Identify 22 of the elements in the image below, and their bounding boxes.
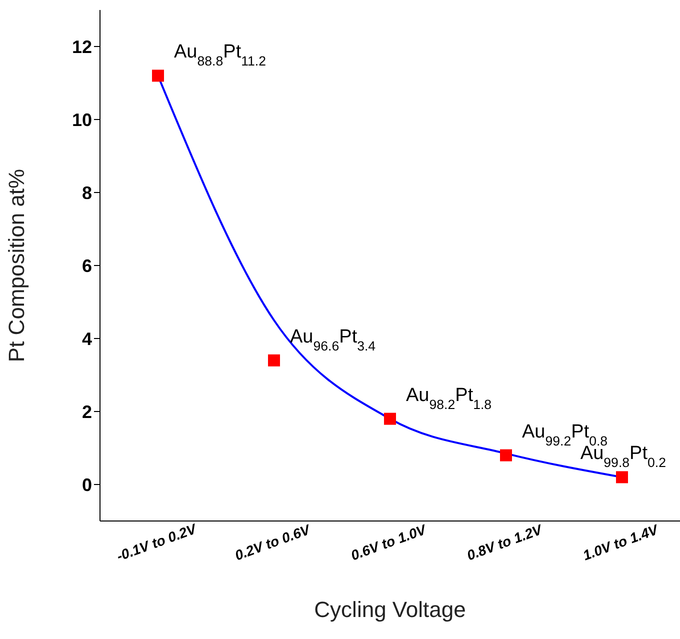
x-tick-label: 0.8V to 1.2V <box>464 520 546 564</box>
y-tick-label: 2 <box>82 402 92 422</box>
y-tick-label: 4 <box>82 328 92 349</box>
y-axis-title: Pt Composition at% <box>4 168 29 362</box>
point <box>500 449 512 462</box>
y-tick-label: 12 <box>72 36 92 57</box>
y-tick-label: 6 <box>82 256 92 276</box>
y-tick-label: 0 <box>82 474 92 495</box>
x-tick-label: 0.6V to 1.0V <box>348 520 430 564</box>
point <box>616 471 628 484</box>
composition-label: Au$_{96.6}$Pt$_{3.4}$ <box>290 326 376 353</box>
y-tick-label: 10 <box>72 110 92 130</box>
x-axis-title: Cycling Voltage <box>314 597 466 622</box>
composition-label: Au$_{88.8}$Pt$_{11.2}$ <box>174 42 266 68</box>
composition-label: Au$_{98.2}$Pt$_{1.8}$ <box>406 384 492 412</box>
y-tick-label: 8 <box>82 182 92 203</box>
x-tick-label: 0.2V to 0.6V <box>232 520 314 564</box>
x-tick-label: -0.1V to 0.2V <box>114 520 200 564</box>
x-tick-label: 1.0V to 1.4V <box>580 520 662 564</box>
point <box>152 70 164 82</box>
point <box>384 412 396 425</box>
point <box>268 354 280 366</box>
